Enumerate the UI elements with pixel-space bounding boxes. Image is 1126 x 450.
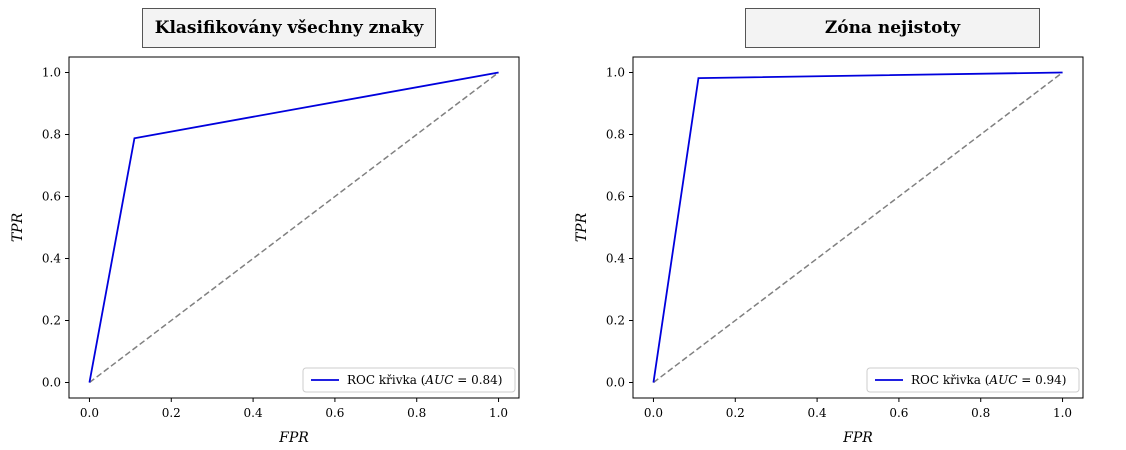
legend-label: ROC křivka (AUC = 0.94) xyxy=(911,373,1066,387)
x-tick-label: 0.4 xyxy=(808,406,827,420)
roc-chart-all-features: Klasifikovány všechny znaky 0.0 0.2 0.4 0.6… xyxy=(10,8,520,446)
x-tick-label: 0.2 xyxy=(726,406,745,420)
y-tick-label: 0.8 xyxy=(42,128,61,142)
y-tick-label: 0.2 xyxy=(42,314,61,328)
chance-diagonal-line xyxy=(653,71,1063,384)
x-tick-label: 1.0 xyxy=(1053,406,1072,420)
plot-frame xyxy=(68,56,520,399)
x-tick-label: 1.0 xyxy=(489,406,508,420)
y-tick-label: 0.2 xyxy=(606,314,625,328)
roc-curve-line xyxy=(88,71,499,383)
x-tick-label: 0.8 xyxy=(971,406,990,420)
x-tick-label: 0.0 xyxy=(644,406,663,420)
x-tick-label: 0.0 xyxy=(80,406,99,420)
legend-box xyxy=(866,367,1080,393)
y-tick-label: 1.0 xyxy=(606,66,625,80)
legend-label: ROC křivka (AUC = 0.84) xyxy=(347,373,502,387)
chart-title: Zóna nejistoty xyxy=(745,8,1040,48)
x-tick-label: 0.4 xyxy=(244,406,263,420)
y-tick-label: 0.0 xyxy=(606,376,625,390)
roc-curve-line xyxy=(652,71,1063,383)
x-tick-label: 0.8 xyxy=(407,406,426,420)
plot-frame xyxy=(632,56,1084,399)
y-tick-label: 0.4 xyxy=(606,252,625,266)
chance-diagonal-line xyxy=(89,71,499,384)
y-tick-label: 0.6 xyxy=(606,190,625,204)
x-axis-label: FPR xyxy=(278,430,309,446)
x-tick-label: 0.6 xyxy=(889,406,908,420)
y-tick-label: 0.6 xyxy=(42,190,61,204)
chart-title: Klasifikovány všechny znaky xyxy=(142,8,436,48)
y-axis-label: TPR xyxy=(10,212,26,242)
chart-svg: 0.0 0.2 0.4 0.6 0.8 1.0 0.0 0.2 0.4 0.6 0.8 1.0 FPR T… xyxy=(574,56,1084,446)
y-tick-label: 1.0 xyxy=(42,66,61,80)
chart-svg: 0.0 0.2 0.4 0.6 0.8 1.0 0.0 0.2 0.4 0.6 0.8 1.0 FPR T… xyxy=(10,56,520,446)
x-axis-label: FPR xyxy=(842,430,873,446)
x-tick-label: 0.6 xyxy=(325,406,344,420)
y-axis-label: TPR xyxy=(574,212,590,242)
legend-box xyxy=(302,367,516,393)
y-tick-label: 0.0 xyxy=(42,376,61,390)
x-tick-label: 0.2 xyxy=(162,406,181,420)
y-tick-label: 0.4 xyxy=(42,252,61,266)
roc-chart-uncertainty-zone: Zóna nejistoty 0.0 0.2 0.4 0.6 0.8 1.0 0.0 0.2 0… xyxy=(563,0,1126,450)
y-tick-label: 0.8 xyxy=(606,128,625,142)
